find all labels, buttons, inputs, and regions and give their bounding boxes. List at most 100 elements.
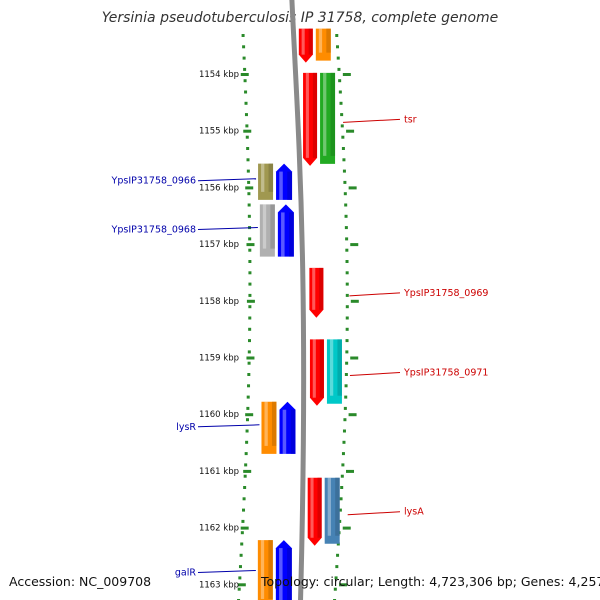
tick-mark: [245, 413, 254, 417]
gene-block: [320, 72, 336, 164]
scale-dot: [248, 327, 252, 331]
scale-dot: [243, 486, 247, 489]
scale-dot: [344, 395, 348, 399]
scale-dot: [237, 587, 241, 591]
gene-label: galR: [175, 568, 196, 579]
scale-dot: [334, 576, 338, 580]
tick-mark: [245, 186, 254, 190]
label-leader: [349, 292, 401, 297]
scale-dot: [344, 214, 348, 218]
gene-block: [258, 163, 274, 200]
scale-dot: [338, 79, 342, 83]
scale-dot: [345, 339, 349, 343]
tick-mark: [350, 356, 359, 360]
scale-dot: [336, 56, 340, 60]
scale-dot: [241, 34, 245, 37]
scale-dot: [243, 474, 247, 478]
tick-mark: [348, 186, 357, 190]
scale-dot: [247, 373, 251, 376]
tick-label: 1163 kbp: [199, 580, 239, 590]
tick-mark: [346, 129, 355, 133]
tick-label: 1155 kbp: [199, 127, 239, 137]
scale-dot: [247, 180, 251, 184]
tick-mark: [246, 299, 255, 303]
scale-dot: [345, 248, 349, 252]
scale-dot: [243, 79, 247, 83]
scale-dot: [343, 418, 347, 422]
label-leader: [197, 226, 258, 230]
tick-mark: [342, 526, 351, 530]
tick-label: 1159 kbp: [199, 354, 239, 364]
scale-dot: [343, 180, 347, 184]
gene-block: [257, 540, 273, 600]
scale-dot: [343, 406, 347, 410]
cds-arrow: [309, 267, 324, 318]
scale-dot: [245, 135, 249, 139]
scale-dot: [246, 169, 250, 173]
scale-dot: [339, 497, 343, 501]
label-leader: [347, 511, 401, 516]
tick-mark: [240, 526, 249, 530]
scale-dot: [333, 587, 337, 591]
scale-dot: [247, 203, 251, 207]
tick-mark: [237, 583, 246, 587]
gene-block: [259, 204, 275, 257]
tick-mark: [339, 583, 348, 587]
scale-dot: [245, 418, 249, 422]
scale-dot: [239, 553, 243, 557]
tick-mark: [348, 413, 357, 417]
scale-dot: [248, 260, 252, 263]
scale-dot: [341, 147, 345, 150]
label-leader: [349, 372, 401, 377]
scale-dot: [345, 282, 349, 286]
scale-dot: [344, 226, 348, 230]
scale-dot: [343, 192, 347, 196]
scale-dot: [246, 395, 250, 399]
scale-dot: [244, 101, 248, 105]
scale-dot: [345, 350, 349, 354]
cds-arrow: [309, 339, 324, 406]
scale-dot: [344, 373, 348, 376]
tick-mark: [243, 129, 252, 133]
gene-label: YpsIP31758_0971: [403, 368, 488, 379]
scale-dot: [247, 350, 251, 354]
scale-dot: [342, 158, 346, 162]
scale-dot: [340, 486, 344, 489]
scale-dot: [345, 237, 349, 241]
scale-dot: [240, 531, 244, 535]
gene-labels: tsr YpsIP31758_0966 YpsIP31758_0968 YpsIP31…: [111, 114, 489, 578]
scale-dot: [242, 56, 246, 60]
cds-arrow: [279, 401, 296, 454]
scale-dot: [337, 67, 341, 71]
cds-arrow: [307, 477, 322, 546]
gene-block: [326, 339, 342, 404]
scale-dot: [335, 34, 339, 37]
scale-ticks: 1154 kbp 1155 kbp 1156 kbp 1157 kbp 1158 kbp…: [199, 70, 359, 590]
scale-dot: [248, 282, 252, 286]
gene-track: [257, 28, 342, 600]
label-leader: [197, 424, 260, 428]
gene-label: YpsIP31758_0969: [403, 288, 488, 299]
tick-mark: [350, 299, 359, 303]
gene-label: YpsIP31758_0966: [111, 176, 196, 187]
tick-label: 1156 kbp: [199, 183, 239, 193]
gene-label: lysA: [404, 507, 424, 518]
scale-dots: [237, 34, 349, 600]
scale-dot: [244, 463, 248, 467]
scale-dot: [244, 452, 248, 456]
scale-dot: [243, 67, 247, 71]
scale-dot: [242, 508, 246, 512]
scale-dot: [240, 542, 244, 546]
scale-dot: [248, 237, 252, 241]
cds-arrow: [276, 163, 293, 200]
gene-block: [315, 28, 331, 61]
scale-dot: [345, 260, 349, 263]
tick-mark: [342, 73, 351, 76]
scale-dot: [241, 519, 245, 523]
label-leader: [197, 570, 256, 574]
scale-dot: [245, 429, 249, 433]
scale-dot: [342, 169, 346, 173]
scale-dot: [244, 113, 248, 117]
scale-dot: [242, 497, 246, 501]
